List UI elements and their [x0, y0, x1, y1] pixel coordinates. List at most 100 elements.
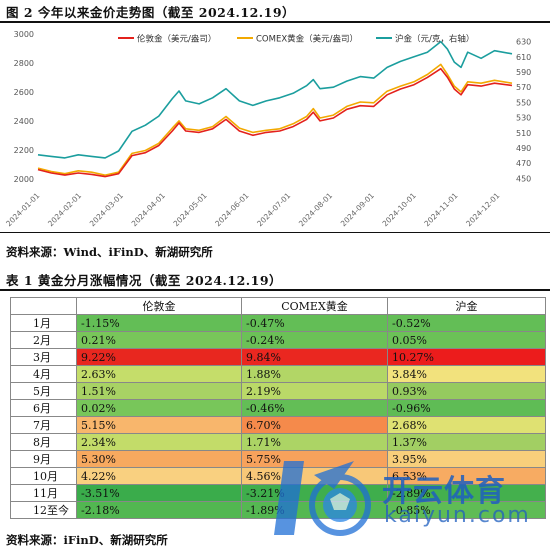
x-tick-label: 2024-03-01 [88, 191, 125, 228]
x-tick-label: 2024-02-01 [46, 191, 83, 228]
shfe-gain-cell: -0.96% [387, 399, 546, 417]
x-tick-label: 2024-06-01 [213, 191, 250, 228]
watermark-text-en: kaiyun.com [384, 503, 531, 528]
x-tick-label: 2024-01-01 [4, 191, 41, 228]
table-row: 7月 5.15% 6.70% 2.68% [10, 416, 546, 434]
comex-gain-cell: -0.24% [241, 331, 388, 349]
legend-label: COMEX黄金（美元/盎司） [256, 34, 358, 45]
row-label: 10月 [10, 467, 77, 485]
x-tick-label: 2024-09-01 [339, 191, 376, 228]
london-gain-cell: 1.51% [76, 382, 242, 400]
comex-gain-cell: -0.46% [241, 399, 388, 417]
table-row: 2月 0.21% -0.24% 0.05% [10, 331, 546, 349]
right-tick-label: 470 [516, 159, 531, 168]
shfe-gain-cell: 6.53% [387, 467, 546, 485]
row-label: 11月 [10, 484, 77, 502]
row-label: 9月 [10, 450, 77, 468]
header-blank [10, 297, 77, 315]
right-tick-label: 590 [516, 68, 531, 77]
london-gain-cell: 2.34% [76, 433, 242, 451]
x-tick-label: 2024-04-01 [130, 191, 167, 228]
legend-label: 沪金（元/克，右轴） [395, 34, 474, 45]
shfe-gain-cell: -0.85% [387, 501, 546, 519]
left-tick-label: 2600 [14, 88, 34, 97]
row-label: 3月 [10, 348, 77, 366]
figure-bottom-rule [0, 232, 550, 233]
table-row: 6月 0.02% -0.46% -0.96% [10, 399, 546, 417]
series-layer [37, 40, 513, 178]
x-tick-label: 2024-12-01 [464, 191, 501, 228]
london-gain-cell: 0.02% [76, 399, 242, 417]
london-gain-cell: 0.21% [76, 331, 242, 349]
right-tick-label: 530 [516, 114, 531, 123]
shfe-gain-cell: 2.68% [387, 416, 546, 434]
london-gain-cell: -2.18% [76, 501, 242, 519]
left-tick-label: 2400 [14, 117, 34, 126]
left-tick-label: 2200 [14, 146, 34, 155]
x-tick-label: 2024-10-01 [381, 191, 418, 228]
monthly-gains-table: 伦敦金 COMEX黄金 沪金 1月 -1.15% -0.47% -0.52% 2月 0.2… [10, 297, 546, 519]
right-tick-label: 510 [516, 129, 531, 138]
right-tick-label: 610 [516, 53, 531, 62]
watermark-text-cn: 开云体育 [382, 474, 506, 509]
shfe-gain-cell: 1.37% [387, 433, 546, 451]
table-title-rule [0, 289, 550, 291]
header-shfe: 沪金 [387, 297, 546, 315]
table-row: 8月 2.34% 1.71% 1.37% [10, 433, 546, 451]
right-tick-label: 490 [516, 144, 531, 153]
row-label: 7月 [10, 416, 77, 434]
right-tick-label: 630 [516, 38, 531, 47]
comex-gain-cell: 1.88% [241, 365, 388, 383]
row-label: 12至今 [10, 501, 77, 519]
x-tick-label: 2024-05-01 [171, 191, 208, 228]
right-axis-ticks: 630 610 590 570 550 530 510 490 470 450 [516, 38, 531, 184]
figure-source: 资料来源：Wind、iFinD、新湖研究所 [6, 245, 213, 259]
comex-gain-cell: 6.70% [241, 416, 388, 434]
shfe-gain-cell: 0.93% [387, 382, 546, 400]
london-gain-cell: -1.15% [76, 314, 242, 332]
legend-label: 伦敦金（美元/盎司） [137, 34, 216, 45]
gold-price-chart: 3000 2800 2600 2400 2200 2000 630 610 590 570 550… [4, 30, 531, 228]
left-tick-label: 3000 [14, 30, 34, 39]
title-rule [0, 21, 550, 23]
table-row: 1月 -1.15% -0.47% -0.52% [10, 314, 546, 332]
shfe-gain-cell: 3.95% [387, 450, 546, 468]
right-tick-label: 450 [516, 174, 531, 183]
london-gain-cell: 4.22% [76, 467, 242, 485]
london-gain-cell: -3.51% [76, 484, 242, 502]
row-label: 2月 [10, 331, 77, 349]
chart-legend: 伦敦金（美元/盎司） COMEX黄金（美元/盎司） 沪金（元/克，右轴） [118, 34, 474, 45]
left-tick-label: 2800 [14, 59, 34, 68]
table-row: 5月 1.51% 2.19% 0.93% [10, 382, 546, 400]
x-tick-label: 2024-07-01 [255, 191, 292, 228]
shfe-gold-series [37, 40, 513, 159]
london-gain-cell: 9.22% [76, 348, 242, 366]
comex-gold-series [37, 63, 513, 176]
london-gain-cell: 5.15% [76, 416, 242, 434]
row-label: 8月 [10, 433, 77, 451]
london-gain-cell: 2.63% [76, 365, 242, 383]
shfe-gain-cell: 0.05% [387, 331, 546, 349]
table-row: 4月 2.63% 1.88% 3.84% [10, 365, 546, 383]
header-comex: COMEX黄金 [241, 297, 388, 315]
x-axis-ticks: 2024-01-01 2024-02-01 2024-03-01 2024-04-01… [4, 191, 501, 228]
table-body: 1月 -1.15% -0.47% -0.52% 2月 0.21% -0.24% 0.05% 3月… [10, 314, 546, 519]
x-tick-label: 2024-11-01 [422, 191, 459, 228]
row-label: 4月 [10, 365, 77, 383]
comex-gain-cell: 9.84% [241, 348, 388, 366]
london-gain-cell: 5.30% [76, 450, 242, 468]
row-label: 5月 [10, 382, 77, 400]
shfe-gain-cell: 3.84% [387, 365, 546, 383]
x-tick-label: 2024-08-01 [297, 191, 334, 228]
right-tick-label: 550 [516, 98, 531, 107]
table-header-row: 伦敦金 COMEX黄金 沪金 [10, 297, 546, 315]
left-axis-ticks: 3000 2800 2600 2400 2200 2000 [14, 30, 34, 184]
comex-gain-cell: -0.47% [241, 314, 388, 332]
table-source: 资料来源：iFinD、新湖研究所 [6, 533, 168, 547]
london-gold-series [37, 67, 513, 178]
watermark-logo-icon [274, 461, 371, 536]
figure-title: 图 2 今年以来金价走势图（截至 2024.12.19） [6, 5, 296, 20]
row-label: 6月 [10, 399, 77, 417]
table-row: 3月 9.22% 9.84% 10.27% [10, 348, 546, 366]
shfe-gain-cell: -0.52% [387, 314, 546, 332]
